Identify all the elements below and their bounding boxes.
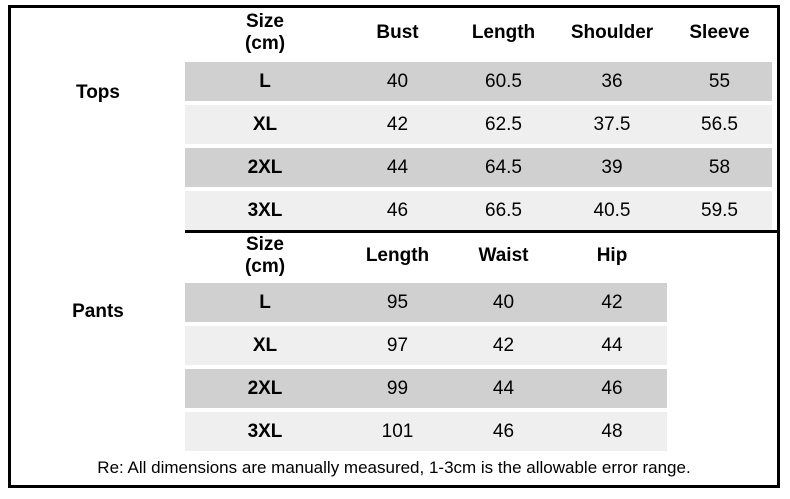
value-cell: 40 bbox=[345, 62, 450, 101]
value-cell: 40 bbox=[450, 283, 557, 322]
value-cell: 46 bbox=[557, 369, 667, 408]
value-cell: 97 bbox=[345, 326, 450, 365]
size-header-line2: (cm) bbox=[244, 33, 286, 54]
value-cell: 62.5 bbox=[450, 105, 557, 144]
column-header-sleeve: Sleeve bbox=[667, 8, 772, 58]
value-cell: 42 bbox=[450, 326, 557, 365]
value-cell: 58 bbox=[667, 148, 772, 187]
value-cell: 37.5 bbox=[557, 105, 667, 144]
value-cell: 55 bbox=[667, 62, 772, 101]
value-cell: 39 bbox=[557, 148, 667, 187]
size-cell: 2XL bbox=[185, 369, 345, 408]
pants-size-table: Pants Size (cm) Length Waist Hip L 95 40… bbox=[11, 233, 777, 451]
size-cell: L bbox=[185, 283, 345, 322]
column-header-length: Length bbox=[345, 233, 450, 279]
measurement-note: Re: All dimensions are manually measured… bbox=[97, 458, 691, 477]
pants-label: Pants bbox=[72, 301, 124, 322]
size-cell: XL bbox=[185, 105, 345, 144]
tops-label: Tops bbox=[76, 82, 120, 103]
value-cell: 36 bbox=[557, 62, 667, 101]
value-cell: 56.5 bbox=[667, 105, 772, 144]
column-header-bust: Bust bbox=[345, 8, 450, 58]
size-header-line2: (cm) bbox=[244, 256, 286, 277]
value-cell: 40.5 bbox=[557, 191, 667, 230]
size-cell: 3XL bbox=[185, 412, 345, 451]
value-cell: 46 bbox=[450, 412, 557, 451]
column-header-size: Size (cm) bbox=[185, 8, 345, 58]
value-cell: 64.5 bbox=[450, 148, 557, 187]
size-cell: L bbox=[185, 62, 345, 101]
value-cell: 46 bbox=[345, 191, 450, 230]
size-cell: 3XL bbox=[185, 191, 345, 230]
column-header-length: Length bbox=[450, 8, 557, 58]
size-header-line1: Size bbox=[245, 11, 285, 32]
value-cell: 95 bbox=[345, 283, 450, 322]
tops-size-table: Tops Size (cm) Bust Length Shoulder Slee… bbox=[11, 8, 777, 230]
value-cell: 42 bbox=[557, 283, 667, 322]
column-header-size: Size (cm) bbox=[185, 233, 345, 279]
size-cell: 2XL bbox=[185, 148, 345, 187]
section-divider bbox=[185, 230, 777, 233]
value-cell: 44 bbox=[450, 369, 557, 408]
value-cell: 66.5 bbox=[450, 191, 557, 230]
value-cell: 99 bbox=[345, 369, 450, 408]
value-cell: 101 bbox=[345, 412, 450, 451]
value-cell: 60.5 bbox=[450, 62, 557, 101]
value-cell: 44 bbox=[557, 326, 667, 365]
column-header-shoulder: Shoulder bbox=[557, 8, 667, 58]
value-cell: 48 bbox=[557, 412, 667, 451]
value-cell: 44 bbox=[345, 148, 450, 187]
size-cell: XL bbox=[185, 326, 345, 365]
value-cell: 59.5 bbox=[667, 191, 772, 230]
size-chart-frame: Tops Size (cm) Bust Length Shoulder Slee… bbox=[8, 5, 780, 488]
size-header-line1: Size bbox=[245, 234, 285, 255]
column-header-waist: Waist bbox=[450, 233, 557, 279]
column-header-hip: Hip bbox=[557, 233, 667, 279]
value-cell: 42 bbox=[345, 105, 450, 144]
